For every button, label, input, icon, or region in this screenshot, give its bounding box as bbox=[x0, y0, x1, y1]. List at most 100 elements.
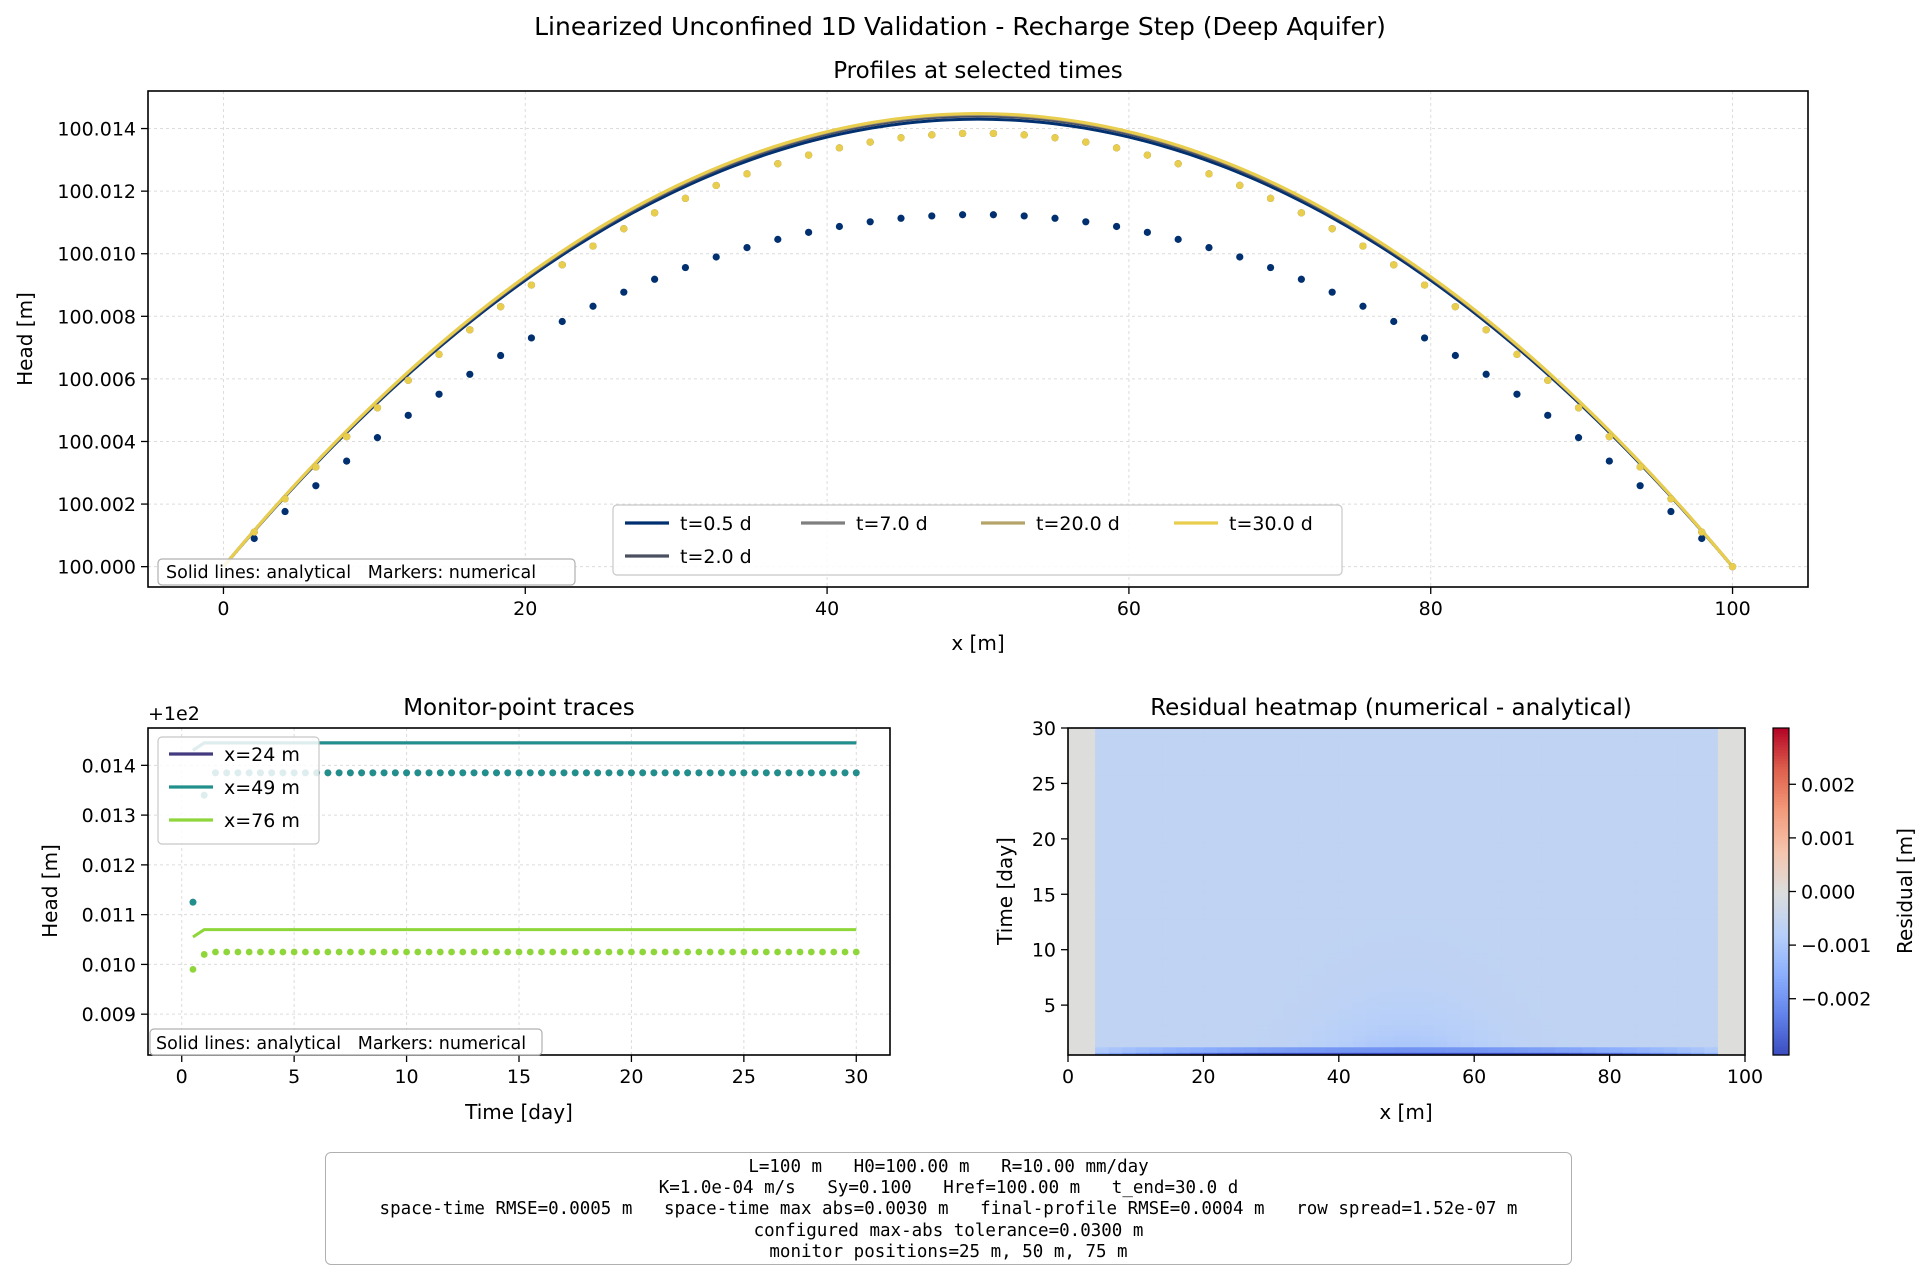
heatmap-cell bbox=[1325, 1035, 1340, 1042]
heatmap-cell bbox=[1501, 991, 1516, 998]
heatmap-cell bbox=[1338, 836, 1353, 843]
heatmap-cell bbox=[1176, 836, 1191, 843]
heatmap-cell bbox=[1176, 869, 1191, 876]
heatmap-cell bbox=[1474, 1046, 1489, 1053]
heatmap-cell bbox=[1420, 996, 1435, 1003]
heatmap-cell bbox=[1433, 913, 1448, 920]
heatmap-cell bbox=[1514, 969, 1529, 976]
heatmap-cell bbox=[1420, 852, 1435, 859]
heatmap-cell bbox=[1162, 946, 1177, 954]
heatmap-cell bbox=[1203, 996, 1218, 1003]
heatmap-cell bbox=[1568, 935, 1584, 942]
colorbar-band bbox=[1773, 1025, 1789, 1029]
colorbar-band bbox=[1773, 1022, 1789, 1026]
heatmap-cell bbox=[1541, 847, 1557, 854]
heatmap-cell bbox=[1176, 969, 1191, 976]
heatmap-cell bbox=[1325, 1018, 1340, 1026]
heatmap-cell bbox=[1298, 930, 1313, 937]
residual-x-tick-label: 80 bbox=[1598, 1066, 1622, 1088]
heatmap-cell bbox=[1135, 728, 1150, 732]
heatmap-cell bbox=[1081, 924, 1096, 931]
heatmap-cell bbox=[1081, 863, 1096, 870]
heatmap-cell bbox=[1108, 1041, 1123, 1048]
heatmap-cell bbox=[1298, 802, 1313, 809]
heatmap-cell bbox=[1352, 1041, 1367, 1048]
heatmap-cell bbox=[1230, 775, 1245, 782]
heatmap-cell bbox=[1514, 780, 1529, 787]
heatmap-cell bbox=[1501, 952, 1516, 959]
heatmap-cell bbox=[1352, 924, 1367, 931]
heatmap-cell bbox=[1541, 880, 1557, 887]
heatmap-cell bbox=[1487, 1046, 1502, 1053]
heatmap-cell bbox=[1257, 813, 1272, 821]
heatmap-cell bbox=[1149, 841, 1164, 848]
heatmap-cell bbox=[1379, 880, 1394, 887]
heatmap-cell bbox=[1379, 974, 1394, 981]
heatmap-cell bbox=[1555, 836, 1570, 843]
heatmap-cell bbox=[1108, 728, 1123, 732]
heatmap-cell bbox=[1623, 985, 1638, 992]
heatmap-cell bbox=[1447, 969, 1462, 976]
heatmap-cell bbox=[1257, 1002, 1272, 1009]
heatmap-cell bbox=[1731, 824, 1746, 832]
heatmap-cell bbox=[1677, 775, 1692, 782]
heatmap-cell bbox=[1568, 991, 1584, 998]
colorbar-band bbox=[1773, 877, 1789, 882]
heatmap-cell bbox=[1081, 1046, 1096, 1053]
heatmap-cell bbox=[1271, 941, 1286, 948]
profiles-marker bbox=[527, 281, 536, 289]
heatmap-cell bbox=[1650, 924, 1665, 931]
heatmap-cell bbox=[1717, 935, 1733, 942]
heatmap-cell bbox=[1460, 885, 1475, 893]
heatmap-cell bbox=[1433, 786, 1448, 793]
heatmap-cell bbox=[1352, 836, 1367, 843]
heatmap-cell bbox=[1230, 736, 1245, 743]
heatmap-cell bbox=[1216, 991, 1232, 998]
heatmap-cell bbox=[1162, 775, 1177, 782]
heatmap-cell bbox=[1609, 908, 1624, 915]
heatmap-cell bbox=[1135, 1013, 1150, 1020]
heatmap-cell bbox=[1474, 935, 1489, 942]
heatmap-cell bbox=[1420, 913, 1435, 920]
heatmap-cell bbox=[1338, 863, 1353, 870]
heatmap-cell bbox=[1541, 996, 1557, 1003]
colorbar-band bbox=[1773, 782, 1789, 786]
heatmap-cell bbox=[1623, 941, 1638, 948]
heatmap-cell bbox=[1717, 786, 1733, 793]
heatmap-cell bbox=[1135, 946, 1150, 954]
heatmap-cell bbox=[1514, 885, 1529, 893]
heatmap-cell bbox=[1514, 908, 1529, 915]
heatmap-cell bbox=[1690, 980, 1705, 987]
traces-marker bbox=[414, 769, 422, 777]
heatmap-cell bbox=[1365, 913, 1381, 920]
traces-marker bbox=[538, 769, 545, 777]
heatmap-cell bbox=[1568, 819, 1584, 826]
heatmap-cell bbox=[1108, 808, 1123, 815]
heatmap-cell bbox=[1189, 758, 1204, 765]
heatmap-cell bbox=[1244, 908, 1259, 915]
heatmap-cell bbox=[1501, 752, 1516, 760]
heatmap-cell bbox=[1189, 969, 1204, 976]
heatmap-cell bbox=[1704, 841, 1719, 848]
heatmap-cell bbox=[1271, 836, 1286, 843]
heatmap-cell bbox=[1135, 758, 1150, 765]
heatmap-cell bbox=[1338, 1030, 1353, 1037]
heatmap-cell bbox=[1135, 869, 1150, 876]
heatmap-cell bbox=[1068, 974, 1083, 981]
profiles-marker bbox=[373, 404, 382, 412]
traces-legend: x=24 mx=49 mx=76 m bbox=[157, 736, 320, 845]
heatmap-cell bbox=[1149, 946, 1164, 954]
heatmap-cell bbox=[1095, 935, 1110, 942]
heatmap-cell bbox=[1528, 908, 1543, 915]
heatmap-cell bbox=[1244, 897, 1259, 904]
heatmap-cell bbox=[1095, 913, 1110, 920]
heatmap-cell bbox=[1352, 1002, 1367, 1009]
heatmap-cell bbox=[1325, 730, 1340, 737]
heatmap-cell bbox=[1068, 852, 1083, 859]
heatmap-cell bbox=[1447, 791, 1462, 798]
heatmap-cell bbox=[1514, 1013, 1529, 1020]
heatmap-cell bbox=[1149, 730, 1164, 737]
heatmap-cell bbox=[1433, 891, 1448, 898]
heatmap-cell bbox=[1420, 758, 1435, 765]
